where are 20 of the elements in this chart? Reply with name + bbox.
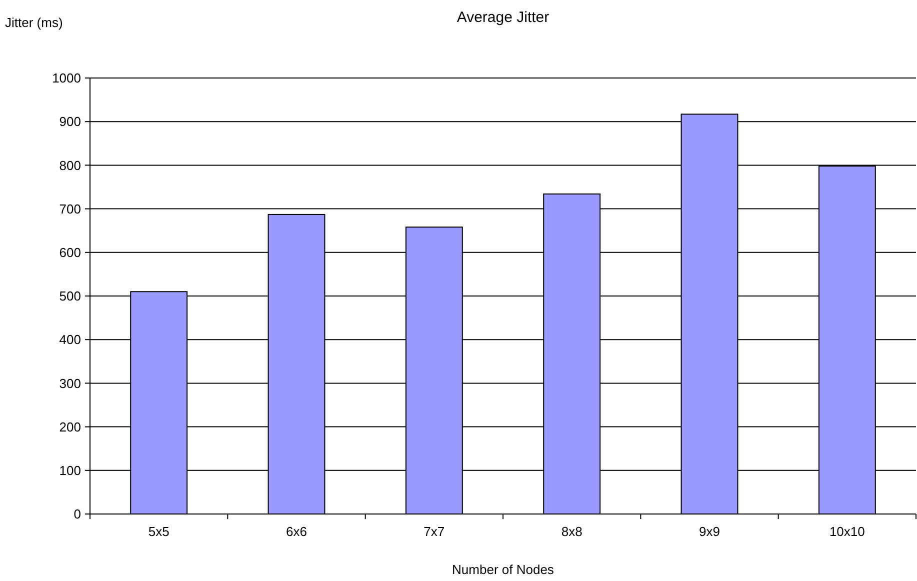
y-tick-label: 700 [59, 201, 81, 216]
y-tick-label: 900 [59, 114, 81, 130]
chart-title: Average Jitter [456, 9, 550, 26]
x-axis-title: Number of Nodes [452, 562, 554, 577]
y-tick-label: 800 [59, 158, 81, 173]
x-tick-label: 8x8 [561, 524, 582, 539]
y-tick-label: 0 [74, 506, 81, 522]
y-tick-label: 200 [59, 419, 81, 434]
x-tick-label: 10x10 [829, 524, 865, 539]
x-tick-label: 7x7 [424, 524, 445, 539]
y-tick-label: 100 [59, 462, 81, 478]
x-tick-label: 5x5 [148, 524, 170, 539]
y-tick-label: 400 [59, 332, 81, 348]
y-tick-label: 1000 [52, 70, 81, 86]
y-axis-title: Jitter (ms) [5, 15, 63, 30]
x-tick-label: 9x9 [699, 524, 720, 539]
x-tick-label: 6x6 [286, 524, 307, 539]
y-tick-label: 500 [59, 288, 81, 304]
y-tick-label: 300 [59, 376, 81, 391]
y-tick-label: 600 [59, 244, 81, 260]
